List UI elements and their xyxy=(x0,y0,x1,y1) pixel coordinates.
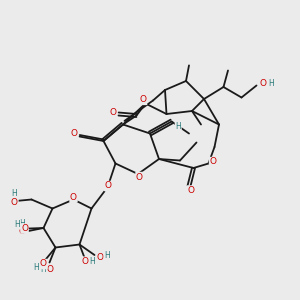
Text: H: H xyxy=(268,80,274,88)
Text: H: H xyxy=(175,122,181,131)
Text: O: O xyxy=(46,265,53,274)
Text: O: O xyxy=(187,186,194,195)
Text: H: H xyxy=(40,265,46,274)
Text: O: O xyxy=(21,224,28,233)
Text: O: O xyxy=(104,182,112,190)
Text: O: O xyxy=(97,254,104,262)
Text: O: O xyxy=(18,226,26,236)
Text: H: H xyxy=(19,219,25,228)
Text: O: O xyxy=(70,193,77,202)
Text: O: O xyxy=(70,129,78,138)
Text: O: O xyxy=(140,95,147,104)
Text: H: H xyxy=(33,263,39,272)
Text: O: O xyxy=(136,172,143,182)
Text: O: O xyxy=(209,158,217,166)
Text: O: O xyxy=(11,198,18,207)
Text: H: H xyxy=(104,250,110,260)
Text: H: H xyxy=(89,257,95,266)
Text: H: H xyxy=(11,189,17,198)
Text: O: O xyxy=(40,260,47,268)
Text: O: O xyxy=(82,257,89,266)
Text: O: O xyxy=(110,108,117,117)
Text: O: O xyxy=(260,80,267,88)
Text: H: H xyxy=(14,220,20,229)
